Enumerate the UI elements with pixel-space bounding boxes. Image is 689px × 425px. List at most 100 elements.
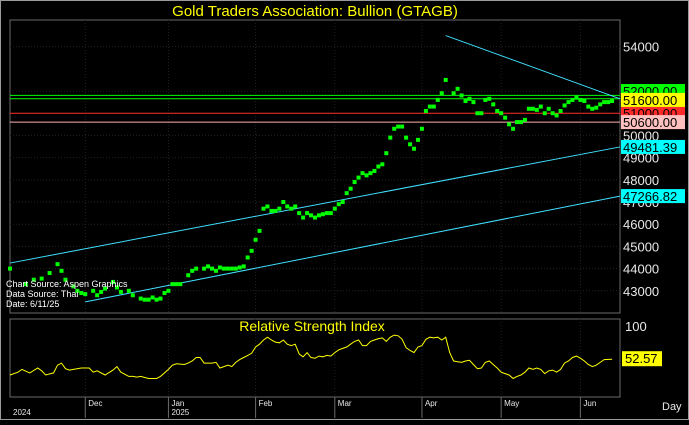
price-point xyxy=(404,135,409,140)
price-point xyxy=(332,206,337,211)
price-point xyxy=(507,122,512,127)
price-point xyxy=(558,109,563,114)
price-point xyxy=(320,212,325,217)
price-point xyxy=(301,215,306,220)
price-point xyxy=(174,282,179,287)
chart-annotation: Chart Source: Aspen Graphics xyxy=(6,279,128,289)
trend-line xyxy=(445,35,621,100)
y-tick-label: 49000 xyxy=(623,151,659,166)
level-label: 50600.00 xyxy=(623,115,677,130)
price-point xyxy=(146,297,151,302)
price-point xyxy=(194,266,199,271)
price-point xyxy=(229,266,234,271)
y-tick-label: 44000 xyxy=(623,262,659,277)
price-point xyxy=(336,202,341,207)
price-point xyxy=(439,91,444,96)
tag-label: 47266.82 xyxy=(623,189,677,204)
price-point xyxy=(534,107,539,112)
tag-label-bg xyxy=(621,189,685,204)
price-point xyxy=(99,289,104,294)
price-point xyxy=(83,292,88,297)
price-point xyxy=(328,211,333,216)
price-point xyxy=(372,168,377,173)
price-point xyxy=(150,295,155,300)
price-point xyxy=(217,265,222,270)
month-label: Apr xyxy=(425,399,438,408)
price-point xyxy=(273,208,278,213)
price-point xyxy=(415,137,420,142)
price-point xyxy=(63,277,68,282)
price-point xyxy=(233,266,238,271)
price-point xyxy=(566,100,571,105)
price-point xyxy=(451,91,456,96)
price-point xyxy=(459,93,464,98)
price-point xyxy=(249,248,254,253)
price-point xyxy=(190,268,195,273)
price-point xyxy=(602,100,607,105)
rsi-title: Relative Strength Index xyxy=(239,318,385,334)
tag-label-bg xyxy=(621,92,685,107)
price-point xyxy=(435,97,440,102)
price-point xyxy=(269,208,274,213)
price-point xyxy=(166,288,171,293)
price-point xyxy=(75,288,80,293)
price-point xyxy=(245,255,250,260)
chart-annotation: Data Source: Thai xyxy=(6,289,78,299)
rsi-y-tick-label: 100 xyxy=(625,319,647,334)
price-point xyxy=(463,99,468,104)
price-point xyxy=(598,102,603,107)
price-point xyxy=(138,296,143,301)
price-point xyxy=(586,104,591,109)
price-point xyxy=(71,284,76,289)
price-point xyxy=(241,264,246,269)
price-point xyxy=(324,211,329,216)
price-point xyxy=(261,206,266,211)
trend-line xyxy=(9,146,621,264)
price-point xyxy=(412,146,417,151)
price-point xyxy=(130,293,135,298)
price-point xyxy=(253,237,258,242)
price-point xyxy=(142,297,147,302)
rsi-line xyxy=(9,334,613,380)
month-label: May xyxy=(504,399,519,408)
price-point xyxy=(39,276,44,281)
y-tick-label: 43000 xyxy=(623,284,659,299)
price-point xyxy=(455,86,460,91)
price-point xyxy=(316,213,321,218)
price-point xyxy=(352,180,357,185)
price-point xyxy=(305,211,310,216)
price-point xyxy=(570,97,575,102)
price-point xyxy=(340,200,345,205)
price-point xyxy=(423,109,428,114)
price-point xyxy=(126,288,131,293)
price-point xyxy=(313,215,317,220)
price-point xyxy=(281,200,286,205)
price-point xyxy=(483,97,488,102)
price-point xyxy=(285,204,290,209)
month-label: Mar xyxy=(338,399,352,408)
price-point xyxy=(610,99,615,104)
price-point xyxy=(59,268,64,273)
price-point xyxy=(265,204,270,209)
price-point xyxy=(293,204,298,209)
y-tick-label: 48000 xyxy=(623,173,659,188)
price-point xyxy=(471,100,476,105)
price-point xyxy=(400,124,405,129)
price-point xyxy=(103,286,108,291)
price-panel xyxy=(9,19,621,314)
month-label: Feb xyxy=(259,399,273,408)
rsi-last-value-label: 52.57 xyxy=(625,351,658,366)
price-point xyxy=(431,104,436,109)
price-point xyxy=(495,109,500,114)
price-point xyxy=(522,117,527,122)
price-point xyxy=(162,291,167,296)
price-point xyxy=(277,206,282,211)
price-point xyxy=(55,262,60,267)
price-point xyxy=(170,282,175,287)
price-point xyxy=(8,266,12,271)
price-point xyxy=(396,124,401,129)
price-point xyxy=(257,228,262,233)
price-point xyxy=(518,120,523,125)
price-point xyxy=(511,126,516,131)
